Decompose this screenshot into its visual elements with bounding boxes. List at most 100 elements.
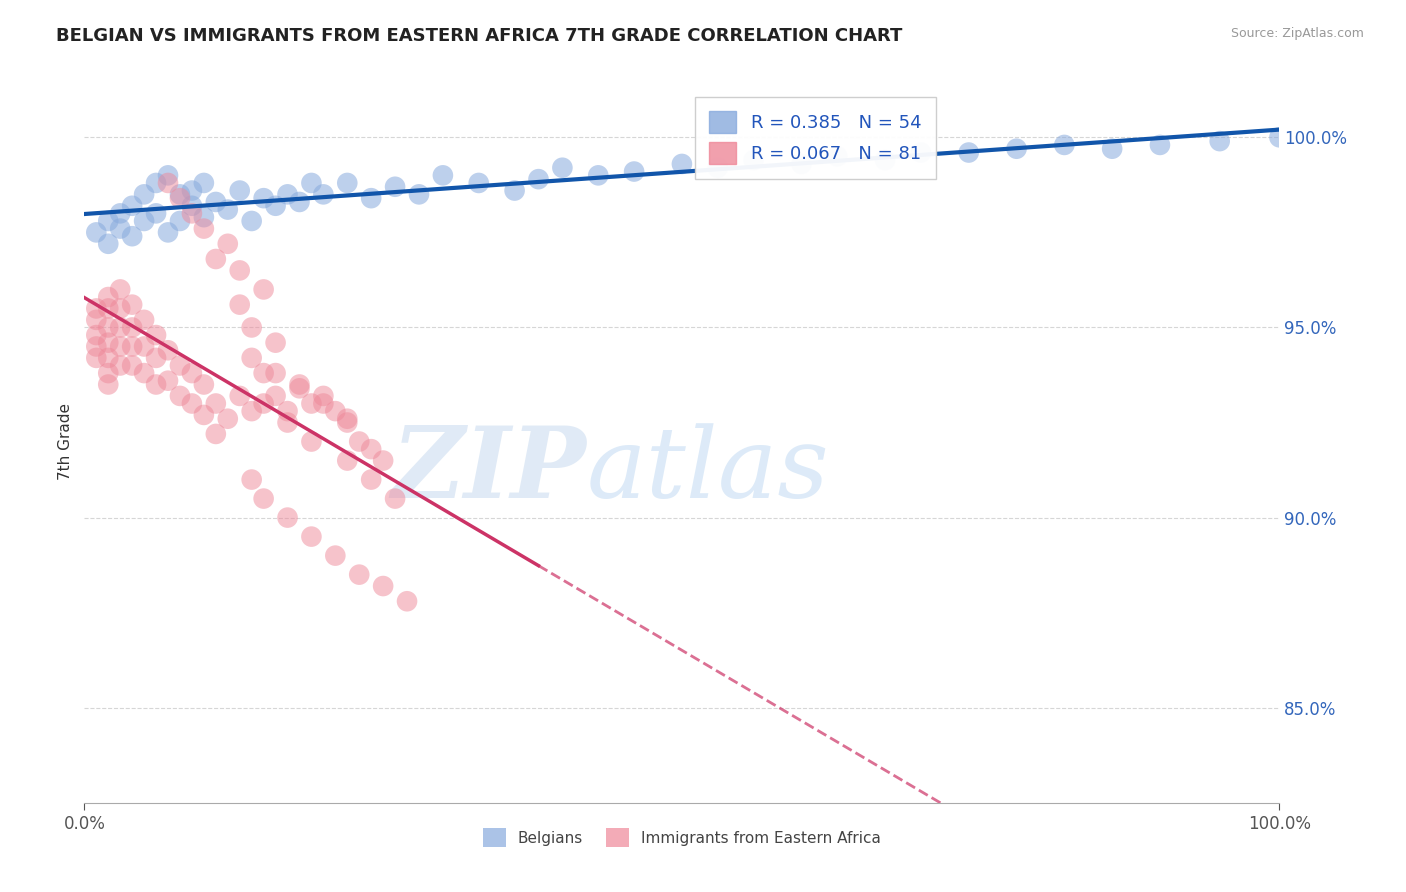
Point bbox=[86, 313, 108, 327]
Point bbox=[110, 301, 132, 316]
Text: atlas: atlas bbox=[586, 423, 830, 518]
Point bbox=[121, 229, 143, 244]
Point bbox=[301, 176, 323, 190]
Point bbox=[169, 187, 191, 202]
Point bbox=[384, 491, 406, 506]
Point bbox=[193, 210, 215, 224]
Point bbox=[97, 351, 120, 365]
Point bbox=[288, 377, 311, 392]
Point bbox=[277, 187, 299, 202]
Point bbox=[349, 567, 371, 582]
Point bbox=[217, 202, 239, 217]
Point bbox=[193, 221, 215, 235]
Point bbox=[240, 473, 263, 487]
Point bbox=[312, 396, 335, 410]
Point bbox=[110, 320, 132, 334]
Point bbox=[181, 199, 204, 213]
Point bbox=[325, 549, 347, 563]
Point bbox=[264, 199, 287, 213]
Point bbox=[336, 453, 359, 467]
Point bbox=[277, 404, 299, 418]
Point bbox=[253, 191, 276, 205]
Point bbox=[373, 579, 395, 593]
Point bbox=[240, 320, 263, 334]
Point bbox=[145, 377, 167, 392]
Point bbox=[132, 187, 156, 202]
Point bbox=[97, 366, 120, 380]
Point bbox=[97, 377, 120, 392]
Point bbox=[240, 404, 263, 418]
Point bbox=[110, 339, 132, 353]
Point bbox=[181, 366, 204, 380]
Point bbox=[193, 176, 215, 190]
Point bbox=[169, 214, 191, 228]
Point bbox=[132, 366, 156, 380]
Point bbox=[229, 298, 252, 312]
Point bbox=[240, 214, 263, 228]
Point bbox=[551, 161, 574, 175]
Point bbox=[97, 236, 120, 251]
Point bbox=[1149, 137, 1171, 152]
Point bbox=[301, 530, 323, 544]
Point bbox=[408, 187, 430, 202]
Point bbox=[145, 351, 167, 365]
Point bbox=[121, 339, 143, 353]
Point bbox=[432, 169, 454, 183]
Point bbox=[288, 381, 311, 395]
Point bbox=[157, 176, 180, 190]
Point bbox=[396, 594, 419, 608]
Point bbox=[169, 359, 191, 373]
Point bbox=[360, 191, 382, 205]
Point bbox=[132, 214, 156, 228]
Point bbox=[277, 416, 299, 430]
Point bbox=[169, 389, 191, 403]
Point bbox=[1005, 142, 1028, 156]
Point bbox=[1268, 130, 1291, 145]
Point bbox=[217, 236, 239, 251]
Point bbox=[205, 396, 228, 410]
Point bbox=[360, 473, 382, 487]
Point bbox=[86, 301, 108, 316]
Point bbox=[217, 411, 239, 425]
Point bbox=[157, 226, 180, 240]
Point bbox=[742, 153, 765, 168]
Point bbox=[132, 339, 156, 353]
Point bbox=[527, 172, 550, 186]
Point bbox=[360, 442, 382, 457]
Point bbox=[671, 157, 693, 171]
Point bbox=[121, 199, 143, 213]
Point bbox=[145, 328, 167, 343]
Point bbox=[277, 510, 299, 524]
Point bbox=[253, 396, 276, 410]
Point bbox=[264, 335, 287, 350]
Point bbox=[121, 359, 143, 373]
Point bbox=[301, 396, 323, 410]
Point bbox=[312, 187, 335, 202]
Point bbox=[132, 313, 156, 327]
Point bbox=[588, 169, 610, 183]
Point bbox=[957, 145, 980, 160]
Point bbox=[181, 396, 204, 410]
Point bbox=[157, 374, 180, 388]
Point bbox=[253, 491, 276, 506]
Point bbox=[253, 282, 276, 296]
Point bbox=[910, 145, 932, 160]
Point bbox=[1101, 142, 1123, 156]
Point bbox=[349, 434, 371, 449]
Point bbox=[193, 377, 215, 392]
Text: Source: ZipAtlas.com: Source: ZipAtlas.com bbox=[1230, 27, 1364, 40]
Point bbox=[205, 426, 228, 441]
Point bbox=[97, 301, 120, 316]
Point bbox=[145, 176, 167, 190]
Point bbox=[336, 176, 359, 190]
Point bbox=[707, 161, 730, 175]
Point bbox=[181, 184, 204, 198]
Point bbox=[264, 389, 287, 403]
Point bbox=[86, 351, 108, 365]
Point bbox=[193, 408, 215, 422]
Point bbox=[157, 343, 180, 358]
Y-axis label: 7th Grade: 7th Grade bbox=[58, 403, 73, 480]
Point bbox=[827, 149, 849, 163]
Point bbox=[97, 335, 120, 350]
Point bbox=[110, 221, 132, 235]
